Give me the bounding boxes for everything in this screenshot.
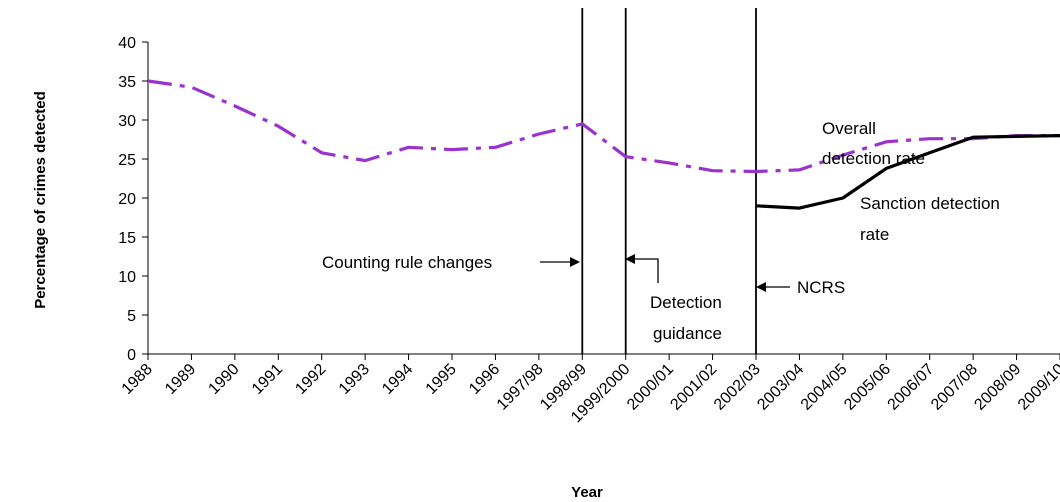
annotation-arrowhead-counting (570, 257, 580, 267)
y-tick-label: 15 (118, 230, 136, 247)
x-tick-label: 1995 (423, 361, 460, 398)
x-tick-label: 1991 (249, 361, 286, 398)
x-tick-label: 1989 (162, 361, 199, 398)
x-tick-label: 2008/09 (971, 361, 1024, 414)
x-tick-label: 1996 (466, 361, 503, 398)
annotation-overall-2: detection rate (822, 149, 925, 168)
x-tick-label: 2007/08 (928, 361, 981, 414)
y-tick-label: 35 (118, 74, 136, 91)
y-tick-label: 20 (118, 191, 136, 208)
y-tick-label: 10 (118, 269, 136, 286)
x-tick-label: 1993 (336, 361, 373, 398)
x-tick-labels: 1988 1989 1990 1991 1992 1993 1994 1995 19961997… (119, 361, 1060, 427)
y-tick-label: 30 (118, 113, 136, 130)
annotation-sanction-1: Sanction detection (860, 194, 1000, 213)
annotation-sanction-2: rate (860, 225, 889, 244)
annotation-counting-rule-changes: Counting rule changes (322, 253, 492, 272)
y-tick-label: 25 (118, 152, 136, 169)
reference-lines (581, 8, 757, 354)
annotation-detection-guidance-1: Detection (650, 293, 722, 312)
x-tick-label: 1992 (292, 361, 329, 398)
annotation-ncrs: NCRS (797, 278, 845, 297)
plot-area (142, 41, 1060, 360)
x-axis-title: Year (571, 484, 603, 501)
series-sanction-detection-rate (755, 134, 1060, 210)
x-tick-label: 2004/05 (798, 361, 851, 414)
x-tick-label: 2009/10 (1015, 361, 1060, 414)
annotation-detection-guidance-2: guidance (653, 324, 722, 343)
annotation-overall-1: Overall (822, 119, 876, 138)
series-lines (147, 79, 1060, 210)
x-tick-label: 2002/03 (711, 361, 764, 414)
series-overall-detection-rate (147, 79, 1060, 174)
y-tick-label: 40 (118, 35, 136, 52)
x-tick-label: 2006/07 (885, 361, 938, 414)
annotation-arrow-detection (634, 258, 659, 283)
x-tick-label: 1988 (119, 361, 156, 398)
x-tick-label: 1997/98 (494, 361, 547, 414)
x-tick-label: 1990 (205, 361, 242, 398)
x-tick-label: 2001/02 (667, 361, 720, 414)
y-tick-label: 5 (127, 308, 136, 325)
x-tick-label: 2003/04 (754, 361, 807, 414)
annotations: Counting rule changes Detection guidance… (322, 119, 1000, 343)
y-axis-title: Percentage of crimes detected (32, 91, 49, 309)
y-tick-label: 0 (127, 347, 136, 364)
annotation-arrowhead-detection (625, 254, 635, 264)
x-tick-label: 1994 (379, 361, 416, 398)
annotation-arrowhead-ncrs (756, 282, 766, 292)
y-tick-labels: 0 5 10 15 20 25 30 35 40 (118, 35, 136, 364)
x-tick-label: 2005/06 (841, 361, 894, 414)
x-tick-label: 2000/01 (624, 361, 677, 414)
